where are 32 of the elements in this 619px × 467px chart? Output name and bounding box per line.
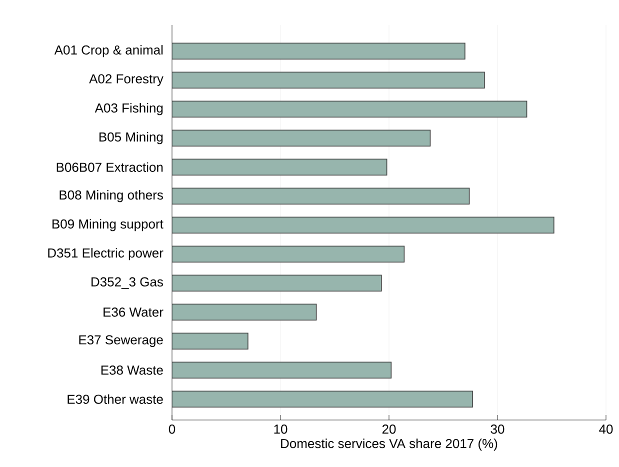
bar [172,72,485,89]
y-tick-label: A02 Forestry [89,74,164,86]
bar [172,362,392,379]
y-tick-label: B05 Mining [99,132,163,144]
bar [172,158,388,176]
bar [172,304,317,321]
bar [172,188,470,205]
x-tick-label: 40 [599,424,613,434]
x-tick-label: 20 [382,424,396,434]
y-tick-label: A01 Crop & animal [54,45,163,58]
bar [172,274,382,292]
y-tick-label: E39 Other waste [68,394,163,404]
bar [172,130,431,147]
bar [172,390,473,408]
x-tick-label: 0 [168,424,176,434]
y-tick-label: B06B07 Extraction [56,162,163,172]
y-tick-label: E36 Water [104,308,164,317]
y-tick-label: B09 Mining support [52,219,164,232]
y-tick-label: D351 Electric power [48,248,164,260]
bar [172,332,248,350]
y-tick-label: E37 Sewerage [79,335,163,348]
x-axis-title: Domestic services VA share 2017 (%) [281,438,498,451]
bar [172,246,405,263]
y-tick-label: D352_3 Gas [92,277,163,289]
y-tick-label: B08 Mining others [60,190,163,202]
bar [172,42,466,60]
bar [172,216,554,234]
bar [172,100,528,118]
y-tick-label: A03 Fishing [94,103,163,116]
y-tick-label: E38 Waste [101,366,163,375]
x-tick-label: 30 [490,424,504,434]
x-tick-label: 10 [274,424,288,434]
